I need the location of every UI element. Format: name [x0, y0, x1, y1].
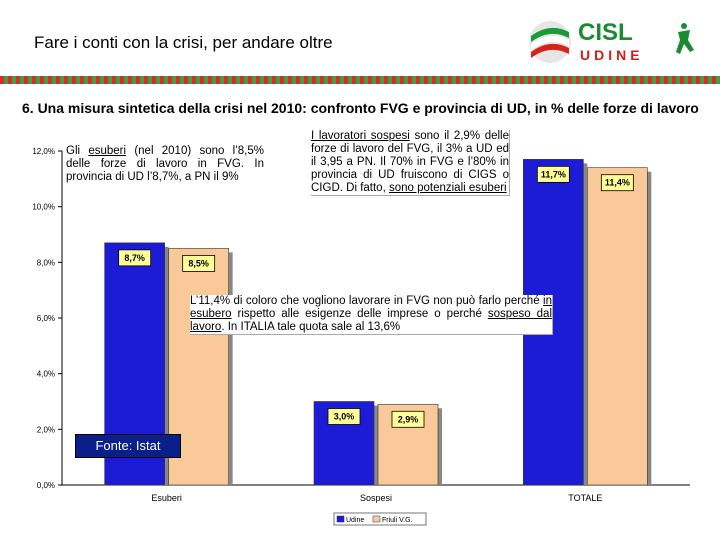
bar-totale-fvg — [587, 167, 648, 486]
figure-icon — [676, 23, 694, 54]
y-tick-label: 2,0% — [37, 425, 55, 434]
note-esuberi-pre: Gli — [66, 145, 89, 157]
note-totale: L’11,4% di coloro che vogliono lavorare … — [190, 295, 553, 335]
legend-swatch — [372, 515, 381, 523]
data-label-box — [536, 165, 570, 183]
data-label-box — [327, 408, 361, 425]
note-totale-underlined-2: sospeso dal lavoro — [190, 308, 553, 333]
data-label: 2,9% — [398, 414, 419, 424]
note-esuberi: Gli esuberi (nel 2010) sono l’8,5% delle… — [66, 145, 264, 184]
note-sospesi-underlined-2: sono potenziali esuberi — [388, 182, 507, 194]
legend-swatch — [336, 515, 345, 523]
cisl-emblem-icon — [529, 21, 571, 63]
note-esuberi-underlined: esuberi — [88, 145, 127, 157]
legend-entry: Udine — [346, 517, 364, 524]
data-label: 8,5% — [188, 258, 209, 268]
y-tick-label: 6,0% — [37, 314, 55, 323]
data-label-box — [182, 255, 216, 272]
data-label: 3,0% — [334, 412, 355, 422]
logo-text-udine: UDINE — [580, 47, 644, 63]
note-esuberi-post: (nel 2010) sono l’8,5% delle forze di la… — [66, 145, 264, 183]
data-label-box — [600, 174, 634, 192]
note-sospesi-mid: sono il 2,9% delle forze di lavoro del F… — [311, 130, 510, 194]
note-totale-post: . In ITALIA tale quota sale al 13,6% — [221, 321, 401, 333]
chart-subtitle: 6. Una misura sintetica della crisi nel … — [22, 100, 699, 116]
legend: Udine Friuli V.G. — [333, 512, 427, 526]
y-tick-label: 10,0% — [32, 203, 55, 212]
data-label: 8,7% — [124, 253, 145, 263]
x-tick-label: TOTALE — [568, 493, 602, 503]
slide-title: Fare i conti con la crisi, per andare ol… — [34, 33, 333, 52]
x-tick-label: Sospesi — [360, 493, 392, 503]
data-label-box — [118, 249, 152, 267]
y-tick-label: 4,0% — [37, 370, 55, 379]
data-label: 11,4% — [605, 178, 630, 188]
note-totale-mid: rispetto alle esigenze delle imprese o p… — [231, 308, 488, 320]
decorative-stripe — [0, 76, 720, 84]
legend-entry: Friuli V.G. — [382, 517, 413, 524]
data-label-box — [391, 410, 425, 428]
note-totale-pre: L’11,4% di coloro che vogliono lavorare … — [190, 295, 544, 307]
note-totale-underlined-1: in esubero — [190, 295, 552, 320]
note-sospesi-underlined-1: I lavoratori sospesi — [311, 130, 410, 142]
y-tick-label: 0,0% — [37, 481, 55, 490]
y-tick-label: 12,0% — [32, 147, 55, 156]
y-tick-label: 8,0% — [37, 258, 55, 267]
note-sospesi: I lavoratori sospesi sono il 2,9% delle … — [311, 130, 510, 196]
data-label: 11,7% — [541, 169, 566, 179]
cisl-logo: CISL UDINE — [529, 19, 694, 63]
logo-text-cisl: CISL — [578, 19, 633, 46]
x-tick-label: Esuberi — [151, 493, 182, 503]
source-label: Fonte: Istat — [75, 434, 181, 458]
